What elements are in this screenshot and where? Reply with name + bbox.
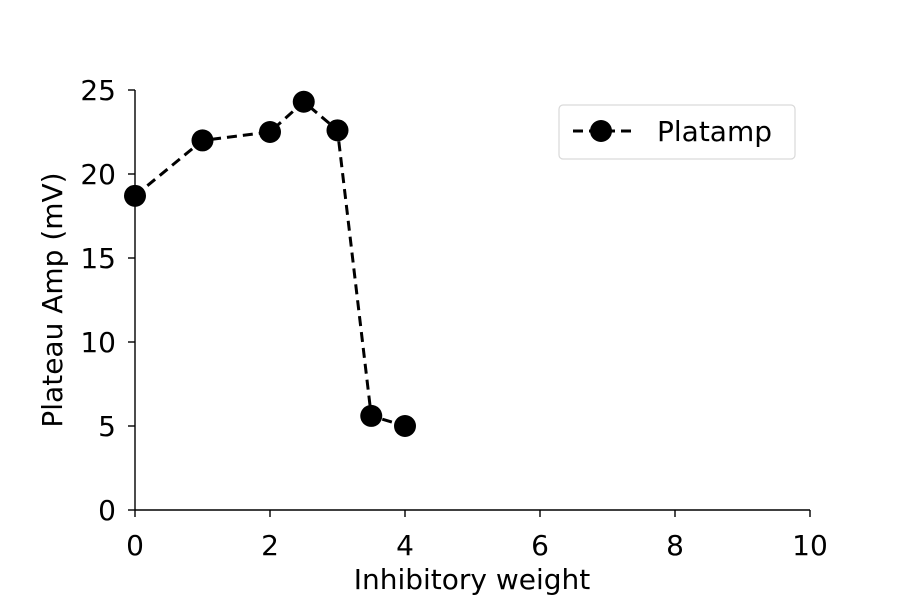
data-point	[394, 415, 416, 437]
y-tick-label: 0	[98, 494, 116, 527]
axes	[134, 90, 810, 511]
y-tick-label: 5	[98, 410, 116, 443]
legend-label-platamp: Platamp	[657, 115, 772, 148]
legend-marker-icon	[590, 120, 612, 142]
x-tick-label: 6	[531, 529, 549, 562]
x-tick-label: 0	[126, 529, 144, 562]
data-point	[292, 90, 315, 113]
y-tick-label: 25	[80, 74, 116, 107]
x-axis-title: Inhibitory weight	[354, 563, 591, 596]
y-tick-label: 20	[80, 158, 116, 191]
legend-box	[558, 104, 796, 160]
legend: Platamp	[558, 104, 796, 160]
series-line-platamp	[134, 99, 406, 428]
y-tick-label: 15	[80, 242, 116, 275]
y-axis-title: Plateau Amp (mV)	[36, 172, 69, 427]
y-tick-label: 10	[80, 326, 116, 359]
x-tick-label: 4	[396, 529, 414, 562]
x-tick-label: 10	[792, 529, 828, 562]
data-point	[259, 121, 281, 143]
series-layer	[124, 90, 416, 437]
data-point	[191, 129, 214, 152]
data-point	[124, 184, 146, 207]
x-tick-label: 8	[666, 529, 684, 562]
y-axis-ticks: 0 5 10 15 20 25	[80, 74, 135, 527]
data-point	[360, 404, 383, 427]
x-tick-label: 2	[261, 529, 279, 562]
data-point	[326, 119, 349, 142]
x-axis-ticks: 0 2 4 6 8 10	[126, 510, 828, 562]
